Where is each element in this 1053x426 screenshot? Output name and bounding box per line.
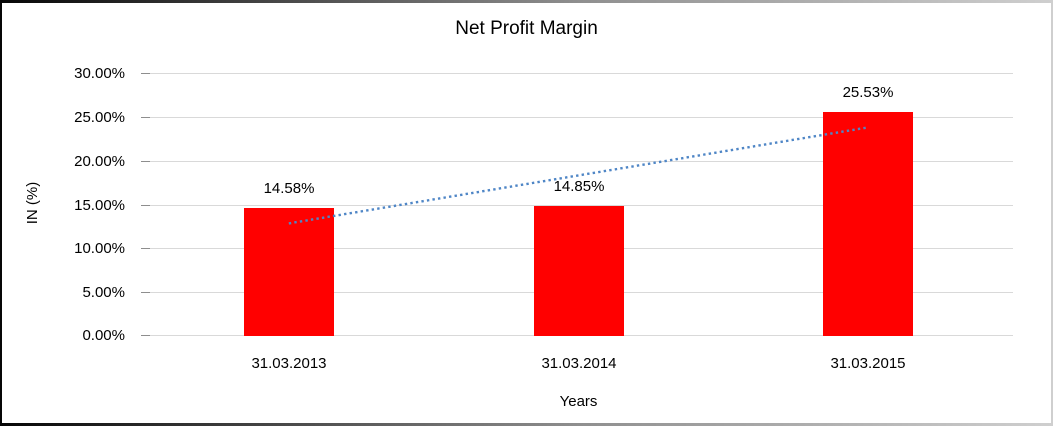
y-tick-mark [141, 205, 150, 206]
x-axis-title: Years [559, 393, 598, 410]
y-tick-label: 5.00% [82, 284, 125, 301]
gridline [144, 117, 1013, 118]
y-tick-mark [141, 73, 150, 74]
x-axis-category-labels: 31.03.2013 31.03.2014 31.03.2015 [2, 3, 1051, 423]
plot-area: 14.58% 14.85% 25.53% [141, 73, 1013, 336]
x-category-label: 31.03.2015 [830, 355, 906, 372]
y-tick-label: 0.00% [82, 327, 125, 344]
chart-area: Net Profit Margin IN (%) 0.00% 5.00% 10.00… [2, 3, 1051, 423]
bar [244, 208, 334, 336]
bar [534, 206, 624, 336]
bar-data-label: 14.85% [553, 178, 605, 195]
y-tick-mark [141, 292, 150, 293]
y-tick-label: 15.00% [74, 197, 125, 214]
y-tick-mark [141, 117, 150, 118]
x-category-label: 31.03.2013 [251, 355, 327, 372]
chart-title: Net Profit Margin [455, 18, 598, 39]
gridline [144, 73, 1013, 74]
y-tick-mark [141, 248, 150, 249]
x-category-label: 31.03.2014 [541, 355, 617, 372]
y-axis-tick-labels: 0.00% 5.00% 10.00% 15.00% 20.00% 25.00% 30.00% [2, 3, 1051, 423]
y-tick-mark [141, 161, 150, 162]
y-tick-mark [141, 335, 150, 336]
y-tick-label: 25.00% [74, 109, 125, 126]
bar-data-labels: 14.58% 14.85% 25.53% [144, 73, 1013, 336]
y-tick-label: 10.00% [74, 240, 125, 257]
y-tick-label: 20.00% [74, 153, 125, 170]
bar-data-label: 14.58% [263, 180, 315, 197]
y-tick-label: 30.00% [74, 65, 125, 82]
bar-data-label: 25.53% [842, 84, 894, 101]
